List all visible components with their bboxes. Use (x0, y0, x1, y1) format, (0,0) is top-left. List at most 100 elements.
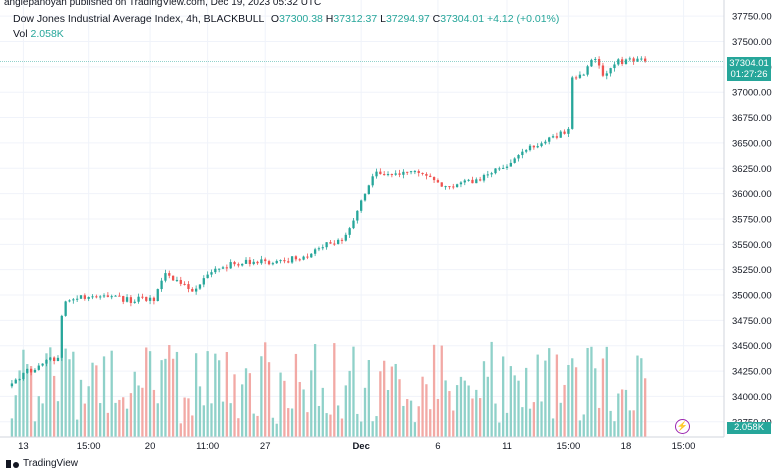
volume-bar (302, 389, 305, 437)
volume-bar (578, 420, 582, 437)
candle-body (432, 177, 436, 181)
volume-bar (525, 367, 528, 437)
candle-body (383, 174, 386, 176)
candle-body (386, 174, 390, 176)
candle-body (221, 267, 225, 269)
volume-bar (436, 398, 440, 437)
volume-bar (160, 360, 163, 437)
candle-body (137, 296, 140, 302)
volume-bar (352, 346, 355, 437)
volume-bar (360, 421, 363, 437)
high-value: 37312.37 (333, 13, 378, 25)
volume-bar (191, 415, 194, 437)
close-label: C (432, 13, 441, 25)
volume-bar (471, 398, 474, 437)
tradingview-brand: TradingView (23, 458, 79, 469)
candle-body (156, 289, 159, 301)
candle-body (448, 186, 451, 188)
x-tick-label: Dec (352, 441, 369, 452)
x-tick-label: 6 (435, 441, 440, 452)
candle-body (406, 171, 409, 173)
volume-bar (137, 385, 140, 437)
lightning-icon[interactable]: ⚡ (675, 419, 690, 434)
y-tick-label: 35500.00 (732, 240, 772, 251)
candle-body (571, 77, 574, 129)
candle-body (594, 59, 597, 61)
candle-body (302, 256, 305, 260)
volume-bar (310, 370, 313, 437)
volume-bar (145, 347, 148, 437)
candle-body (363, 194, 367, 201)
volume-bar (148, 351, 152, 437)
candle-body (45, 359, 48, 364)
volume-bar (540, 401, 543, 437)
candle-body (336, 239, 340, 244)
low-label: L (380, 13, 386, 25)
candle-body (306, 256, 309, 258)
candle-body (348, 228, 351, 235)
candle-body (390, 174, 394, 176)
volume-bar (298, 381, 301, 437)
candle-body (551, 136, 555, 138)
volume-bar (620, 389, 624, 437)
candle-body (475, 179, 478, 184)
legend-ohlc: Dow Jones Industrial Average Index, 4h, … (13, 13, 559, 25)
volume-bar (33, 421, 37, 437)
candle-body (375, 171, 378, 177)
candle-body (294, 256, 298, 260)
candle-body (544, 141, 547, 144)
volume-bar (221, 401, 225, 437)
volume-bar (475, 389, 478, 437)
grid (0, 0, 724, 437)
volume-bar (260, 356, 263, 437)
candle-body (505, 166, 509, 168)
candle-body (574, 77, 578, 79)
volume-bars (10, 341, 647, 437)
volume-bar (72, 351, 75, 437)
y-tick-label: 36750.00 (732, 113, 772, 124)
y-tick-label: 37500.00 (732, 37, 772, 48)
volume-bar (509, 366, 512, 437)
symbol-title[interactable]: Dow Jones Industrial Average Index, 4h, … (13, 13, 264, 25)
volume-bar (532, 402, 536, 437)
volume-bar (402, 405, 405, 437)
candle-body (440, 182, 443, 187)
volume-label[interactable]: Vol (13, 28, 28, 40)
y-tick-label: 36500.00 (732, 138, 772, 149)
candle-body (87, 296, 90, 299)
time-axis[interactable]: 13 15:00 20 11:00 27 Dec 6 11 15:00 18 15:00 (18, 441, 695, 452)
candle-body (586, 66, 589, 75)
candle-body (218, 268, 221, 270)
volume-bar (198, 386, 202, 437)
open-label: O (270, 13, 280, 25)
volume-bar (14, 395, 17, 437)
candle-body (463, 180, 466, 183)
candle-body (290, 256, 294, 263)
volume-bar (194, 353, 198, 437)
volume-bar (409, 400, 413, 437)
volume-bar (367, 360, 370, 437)
candle-body (283, 260, 286, 262)
candle-body (509, 162, 512, 167)
candle-body (513, 158, 516, 163)
candle-body (141, 296, 144, 298)
candle-body (425, 173, 428, 176)
candle-body (329, 242, 332, 244)
candle-body (237, 264, 240, 266)
volume-bar (22, 349, 25, 437)
volume-bar (244, 368, 248, 437)
candle-body (26, 368, 29, 373)
volume-bar (95, 365, 98, 437)
candle-body (548, 137, 551, 142)
candle-body (22, 372, 25, 380)
volume-bar (574, 367, 578, 437)
volume-bar (363, 387, 367, 437)
volume-bar (640, 358, 643, 437)
candle-body (310, 253, 313, 258)
candle-body (202, 278, 205, 285)
y-tick-label: 35250.00 (732, 265, 772, 276)
candle-body (340, 239, 344, 241)
candle-body (521, 151, 524, 156)
candle-body (344, 234, 347, 241)
